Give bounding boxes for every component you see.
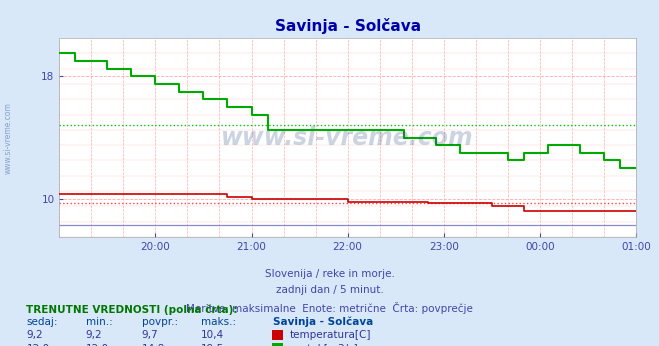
Title: Savinja - Solčava: Savinja - Solčava: [275, 18, 420, 34]
Text: 19,5: 19,5: [201, 344, 224, 346]
Text: min.:: min.:: [86, 317, 113, 327]
Text: www.si-vreme.com: www.si-vreme.com: [3, 102, 13, 174]
Text: 9,2: 9,2: [86, 330, 102, 340]
Text: zadnji dan / 5 minut.: zadnji dan / 5 minut.: [275, 285, 384, 295]
Text: Slovenija / reke in morje.: Slovenija / reke in morje.: [264, 269, 395, 279]
Text: povpr.:: povpr.:: [142, 317, 178, 327]
Text: sedaj:: sedaj:: [26, 317, 58, 327]
Text: maks.:: maks.:: [201, 317, 236, 327]
Text: 12,0: 12,0: [86, 344, 109, 346]
Text: Meritve: maksimalne  Enote: metrične  Črta: povprečje: Meritve: maksimalne Enote: metrične Črta…: [186, 302, 473, 314]
Text: 9,2: 9,2: [26, 330, 43, 340]
Text: 9,7: 9,7: [142, 330, 158, 340]
Text: TRENUTNE VREDNOSTI (polna črta):: TRENUTNE VREDNOSTI (polna črta):: [26, 304, 238, 315]
Text: pretok[m3/s]: pretok[m3/s]: [290, 344, 358, 346]
Text: 10,4: 10,4: [201, 330, 224, 340]
Text: Savinja - Solčava: Savinja - Solčava: [273, 317, 374, 327]
Text: 14,8: 14,8: [142, 344, 165, 346]
Text: temperatura[C]: temperatura[C]: [290, 330, 372, 340]
Text: 12,0: 12,0: [26, 344, 49, 346]
Text: www.si-vreme.com: www.si-vreme.com: [221, 126, 474, 149]
